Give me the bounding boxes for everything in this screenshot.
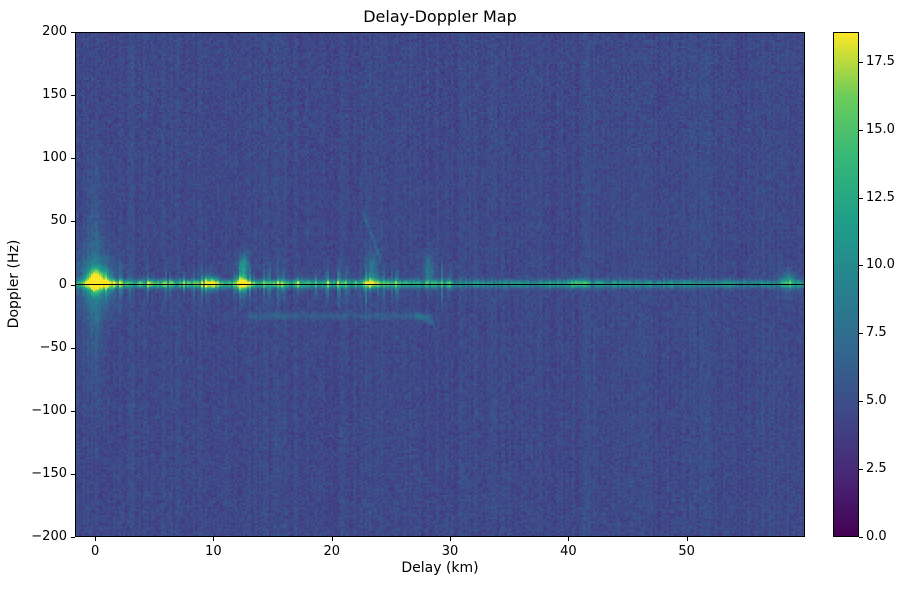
- x-tick-mark: [686, 537, 688, 541]
- colorbar-tick-label: 10.0: [866, 257, 895, 273]
- y-tick-label: −200: [31, 529, 67, 544]
- colorbar-tick-label: 15.0: [866, 121, 895, 137]
- y-tick-mark: [71, 537, 75, 538]
- y-tick-label: −100: [31, 402, 67, 418]
- y-tick-mark: [71, 410, 75, 412]
- x-tick-label: 0: [90, 544, 100, 559]
- zero-doppler-line: [75, 284, 805, 285]
- colorbar-tick-mark: [859, 401, 863, 403]
- colorbar-tick-mark: [859, 129, 863, 131]
- x-tick-mark: [331, 537, 333, 541]
- y-tick-mark: [71, 158, 75, 160]
- colorbar-tick-label: 7.5: [866, 325, 887, 341]
- y-axis-label: Doppler (Hz): [6, 239, 22, 329]
- x-tick-mark: [450, 537, 452, 541]
- x-tick-mark: [95, 537, 97, 541]
- x-tick-label: 30: [441, 544, 459, 559]
- x-tick-label: 50: [678, 544, 695, 559]
- colorbar-tick-label: 5.0: [866, 393, 887, 409]
- x-tick-mark: [568, 537, 570, 541]
- x-axis-label: Delay (km): [401, 560, 479, 576]
- y-tick-label: 50: [50, 213, 67, 229]
- y-tick-label: −50: [39, 339, 67, 355]
- colorbar-tick-mark: [859, 333, 863, 335]
- y-tick-label: 150: [42, 87, 67, 103]
- y-tick-mark: [71, 473, 75, 475]
- colorbar-tick-mark: [859, 537, 863, 538]
- colorbar-tick-label: 12.5: [866, 189, 895, 205]
- y-tick-mark: [71, 284, 75, 286]
- y-tick-mark: [71, 221, 75, 223]
- y-tick-label: 0: [58, 276, 67, 292]
- y-tick-label: 200: [42, 24, 67, 39]
- x-tick-mark: [213, 537, 215, 541]
- colorbar-canvas: [833, 32, 859, 537]
- colorbar-tick-label: 2.5: [866, 461, 887, 477]
- colorbar-tick-mark: [859, 61, 863, 63]
- colorbar-tick-mark: [859, 469, 863, 471]
- y-tick-mark: [71, 95, 75, 97]
- x-tick-label: 10: [205, 544, 222, 559]
- colorbar-tick-label: 0.0: [866, 529, 887, 544]
- y-tick-label: 100: [42, 150, 67, 166]
- colorbar-tick-mark: [859, 197, 863, 199]
- y-tick-mark: [71, 32, 75, 33]
- x-tick-label: 20: [323, 544, 340, 559]
- y-tick-label: −150: [31, 465, 67, 481]
- x-tick-label: 40: [560, 544, 577, 559]
- chart-title: Delay-Doppler Map: [363, 7, 517, 26]
- colorbar-tick-label: 17.5: [866, 53, 895, 69]
- colorbar-tick-mark: [859, 265, 863, 267]
- y-tick-mark: [71, 347, 75, 349]
